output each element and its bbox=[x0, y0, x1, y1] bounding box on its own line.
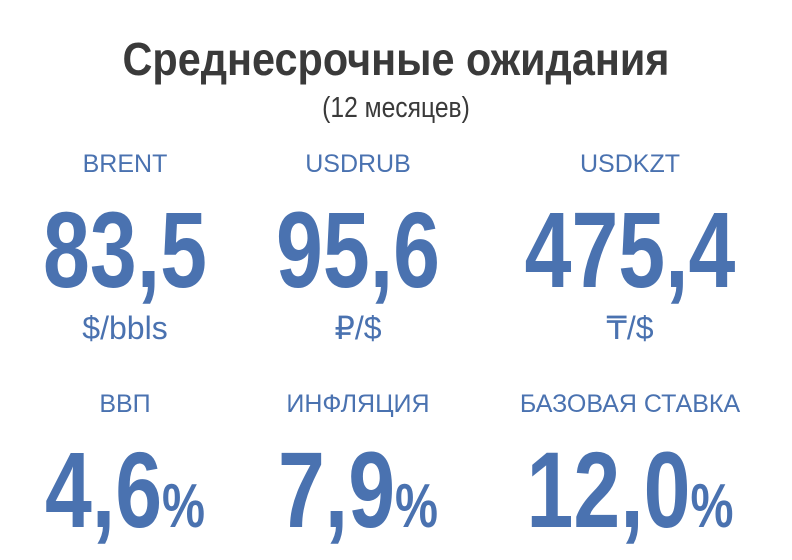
value-number: 95,6 bbox=[276, 189, 440, 310]
metric-label: USDRUB bbox=[305, 150, 411, 178]
metric-value: 475,4 bbox=[525, 196, 736, 304]
metric-label: ВВП bbox=[99, 390, 151, 418]
value-suffix: % bbox=[690, 472, 734, 541]
value-suffix: % bbox=[395, 472, 439, 541]
value-number: 4,6 bbox=[44, 429, 163, 550]
metric-unit: $/bbls bbox=[82, 310, 168, 346]
value-number: 7,9 bbox=[277, 429, 396, 550]
metric-label: БАЗОВАЯ СТАВКА bbox=[519, 390, 741, 418]
value-suffix: % bbox=[162, 472, 206, 541]
metric-label: USDKZT bbox=[580, 150, 680, 178]
metric-label: ИНФЛЯЦИЯ bbox=[286, 390, 430, 418]
subtitle: (12 месяцев) bbox=[322, 92, 470, 124]
metric-label: BRENT bbox=[82, 150, 168, 178]
metric-value: 7,9% bbox=[278, 436, 438, 544]
title: Среднесрочные ожидания bbox=[122, 33, 670, 85]
metric-value: 83,5 bbox=[43, 196, 207, 304]
metric-value: 12,0% bbox=[527, 436, 734, 544]
value-number: 83,5 bbox=[43, 189, 207, 310]
value-number: 12,0 bbox=[526, 429, 691, 550]
metric-value: 4,6% bbox=[45, 436, 205, 544]
metric-unit: ₸/$ bbox=[606, 310, 654, 346]
metric-value: 95,6 bbox=[276, 196, 440, 304]
metric-unit: ₽/$ bbox=[334, 310, 382, 346]
value-number: 475,4 bbox=[524, 189, 736, 310]
